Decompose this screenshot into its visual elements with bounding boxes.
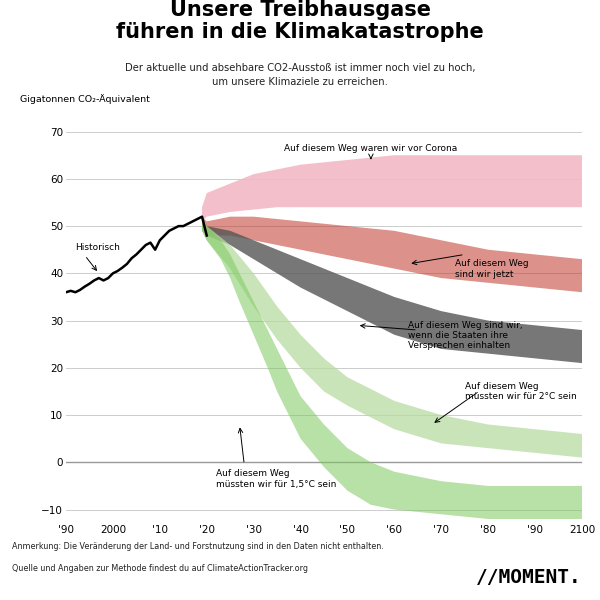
- Text: Auf diesem Weg sind wir,
wenn die Staaten ihre
Versprechen einhalten: Auf diesem Weg sind wir, wenn die Staate…: [409, 320, 523, 350]
- Text: Quelle und Angaben zur Methode findest du auf ClimateActionTracker.org: Quelle und Angaben zur Methode findest d…: [12, 564, 308, 573]
- Text: Anmerkung: Die Veränderung der Land- und Forstnutzung sind in den Daten nicht en: Anmerkung: Die Veränderung der Land- und…: [12, 542, 384, 551]
- Polygon shape: [202, 217, 582, 292]
- Text: Auf diesem Weg waren wir vor Corona: Auf diesem Weg waren wir vor Corona: [284, 144, 458, 159]
- Text: Gigatonnen CO₂-Äquivalent: Gigatonnen CO₂-Äquivalent: [20, 94, 149, 104]
- Polygon shape: [202, 221, 582, 363]
- Polygon shape: [202, 221, 582, 458]
- Text: //MOMENT.: //MOMENT.: [476, 568, 582, 587]
- Text: Der aktuelle und absehbare CO2-Ausstoß ist immer noch viel zu hoch,
um unsere Kl: Der aktuelle und absehbare CO2-Ausstoß i…: [125, 63, 475, 87]
- Text: Auf diesem Weg
sind wir jetzt: Auf diesem Weg sind wir jetzt: [455, 259, 529, 278]
- Text: Auf diesem Weg
müssten wir für 1,5°C sein: Auf diesem Weg müssten wir für 1,5°C sei…: [216, 469, 337, 489]
- Text: Auf diesem Weg
müssten wir für 2°C sein: Auf diesem Weg müssten wir für 2°C sein: [465, 382, 577, 401]
- Polygon shape: [202, 155, 582, 221]
- Text: Unsere Treibhausgase
führen in die Klimakatastrophe: Unsere Treibhausgase führen in die Klima…: [116, 0, 484, 43]
- Polygon shape: [202, 221, 582, 519]
- Text: Historisch: Historisch: [76, 243, 120, 252]
